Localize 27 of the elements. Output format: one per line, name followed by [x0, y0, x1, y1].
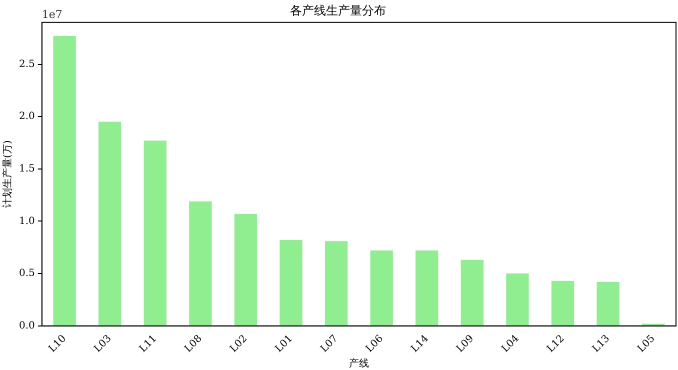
bar [551, 280, 574, 326]
x-tick-label: L10 [47, 333, 69, 355]
y-tick-label: 0.5 [18, 268, 35, 280]
bar [324, 241, 348, 326]
bar [460, 260, 484, 326]
bar [596, 282, 620, 326]
text: 1e7 [42, 8, 62, 21]
y-tick-label: 2.5 [18, 58, 35, 70]
bar [506, 274, 529, 326]
bar [280, 240, 302, 326]
y-axis-title: 计划生产量(万) [2, 140, 14, 208]
bar [416, 250, 438, 326]
y-tick-label: 0.0 [18, 320, 35, 332]
y-tick-label: 1.5 [18, 163, 35, 174]
bar [53, 36, 76, 326]
y-tick-label: 1.0 [18, 216, 35, 227]
bar [370, 250, 393, 326]
bar [144, 140, 166, 326]
x-axis-title: 产线 [348, 358, 369, 370]
x-tick-label: L04 [500, 333, 522, 355]
y-tick-label: 2.0 [18, 111, 35, 122]
bar [189, 201, 212, 326]
chart-title: 各产线生产量分布 [290, 3, 386, 18]
x-tick-label: L01 [273, 333, 295, 355]
x-tick-label: L11 [138, 333, 160, 355]
bar [98, 122, 122, 326]
bar [234, 214, 258, 326]
